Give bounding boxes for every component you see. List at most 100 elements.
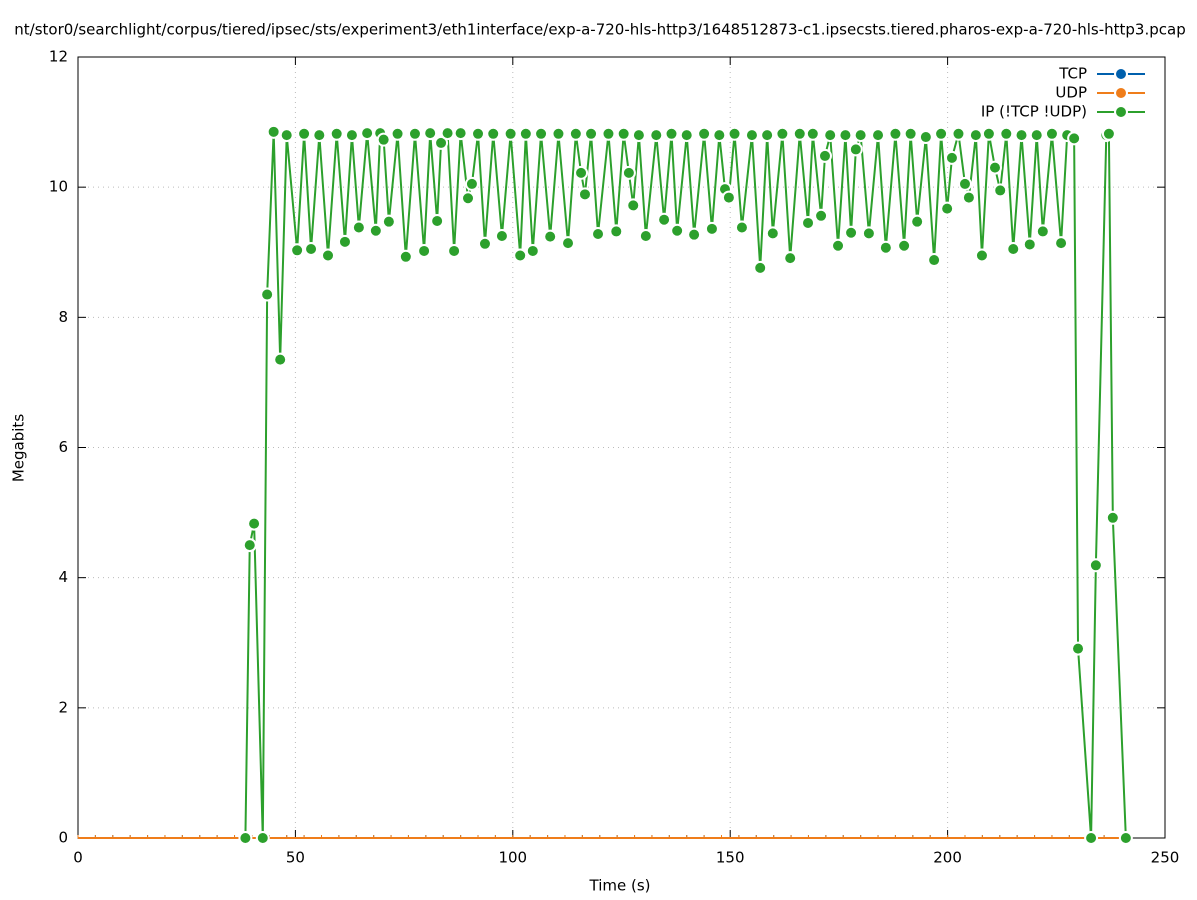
data-point (368, 223, 383, 238)
legend-label: TCP (1058, 65, 1087, 83)
data-point (609, 224, 624, 239)
data-point (993, 183, 1008, 198)
data-point (657, 212, 672, 227)
data-point (888, 126, 903, 141)
legend-marker (1114, 86, 1128, 100)
data-point (760, 128, 775, 143)
data-point (398, 249, 413, 264)
data-point (503, 126, 518, 141)
data-point (631, 128, 646, 143)
data-point (574, 165, 589, 180)
legend-label: IP (!TCP !UDP) (981, 103, 1087, 121)
data-point (981, 126, 996, 141)
data-point (621, 165, 636, 180)
data-point (801, 215, 816, 230)
x-tick-label: 250 (1151, 849, 1180, 867)
data-point (1088, 558, 1103, 573)
data-point (525, 243, 540, 258)
data-point (616, 126, 631, 141)
data-point (957, 176, 972, 191)
data-point (817, 148, 832, 163)
legend-label: UDP (1055, 84, 1087, 102)
data-point (1044, 126, 1059, 141)
data-point (1101, 126, 1116, 141)
data-point (844, 225, 859, 240)
y-tick-label: 2 (58, 698, 68, 716)
data-point (753, 260, 768, 275)
y-tick-label: 6 (58, 438, 68, 456)
data-point (238, 831, 253, 845)
data-point (951, 126, 966, 141)
data-point (273, 352, 288, 367)
data-point (853, 128, 868, 143)
data-point (255, 831, 270, 845)
data-point (670, 223, 685, 238)
x-tick-label: 100 (498, 849, 527, 867)
data-point (927, 253, 942, 268)
data-point (1071, 641, 1086, 656)
x-tick-label: 50 (286, 849, 305, 867)
data-point (1029, 128, 1044, 143)
x-tick-label: 150 (716, 849, 745, 867)
legend-marker (1114, 105, 1128, 119)
data-point (1067, 131, 1082, 146)
x-tick-label: 200 (933, 849, 962, 867)
data-point (638, 228, 653, 243)
data-point (260, 287, 275, 302)
data-point (687, 227, 702, 242)
data-point (897, 238, 912, 253)
data-point (1022, 237, 1037, 252)
y-tick-label: 8 (58, 308, 68, 326)
data-point (568, 126, 583, 141)
legend-marker (1114, 67, 1128, 81)
data-point (242, 538, 257, 553)
data-point (968, 128, 983, 143)
data-point (290, 243, 305, 258)
data-point (823, 128, 838, 143)
data-point (464, 176, 479, 191)
y-tick-label: 10 (49, 178, 68, 196)
data-point (934, 126, 949, 141)
data-point (351, 220, 366, 235)
data-point (734, 220, 749, 235)
data-point (1035, 224, 1050, 239)
data-point (471, 126, 486, 141)
data-point (329, 126, 344, 141)
data-point (697, 126, 712, 141)
data-point (1006, 241, 1021, 256)
data-point (940, 201, 955, 216)
series-line (244, 129, 1127, 839)
data-point (321, 248, 336, 263)
data-point (518, 126, 533, 141)
data-point (297, 126, 312, 141)
data-point (601, 126, 616, 141)
data-point (591, 227, 606, 242)
data-point (727, 126, 742, 141)
data-point (1105, 510, 1120, 525)
data-point (679, 128, 694, 143)
data-point (765, 226, 780, 241)
data-point (477, 236, 492, 251)
data-point (704, 221, 719, 236)
data-point (878, 240, 893, 255)
data-point (664, 126, 679, 141)
data-point (390, 126, 405, 141)
data-point (831, 238, 846, 253)
data-point (871, 128, 886, 143)
data-point (814, 208, 829, 223)
data-point (783, 251, 798, 266)
data-point (407, 126, 422, 141)
data-point (279, 128, 294, 143)
data-point (649, 128, 664, 143)
data-point (1054, 236, 1069, 251)
data-point (247, 516, 262, 531)
y-tick-label: 4 (58, 568, 68, 586)
data-point (543, 229, 558, 244)
data-point (861, 226, 876, 241)
data-point (513, 248, 528, 263)
data-point (744, 128, 759, 143)
data-point (721, 190, 736, 205)
data-point (376, 132, 391, 147)
data-point (304, 241, 319, 256)
data-point (577, 187, 592, 202)
